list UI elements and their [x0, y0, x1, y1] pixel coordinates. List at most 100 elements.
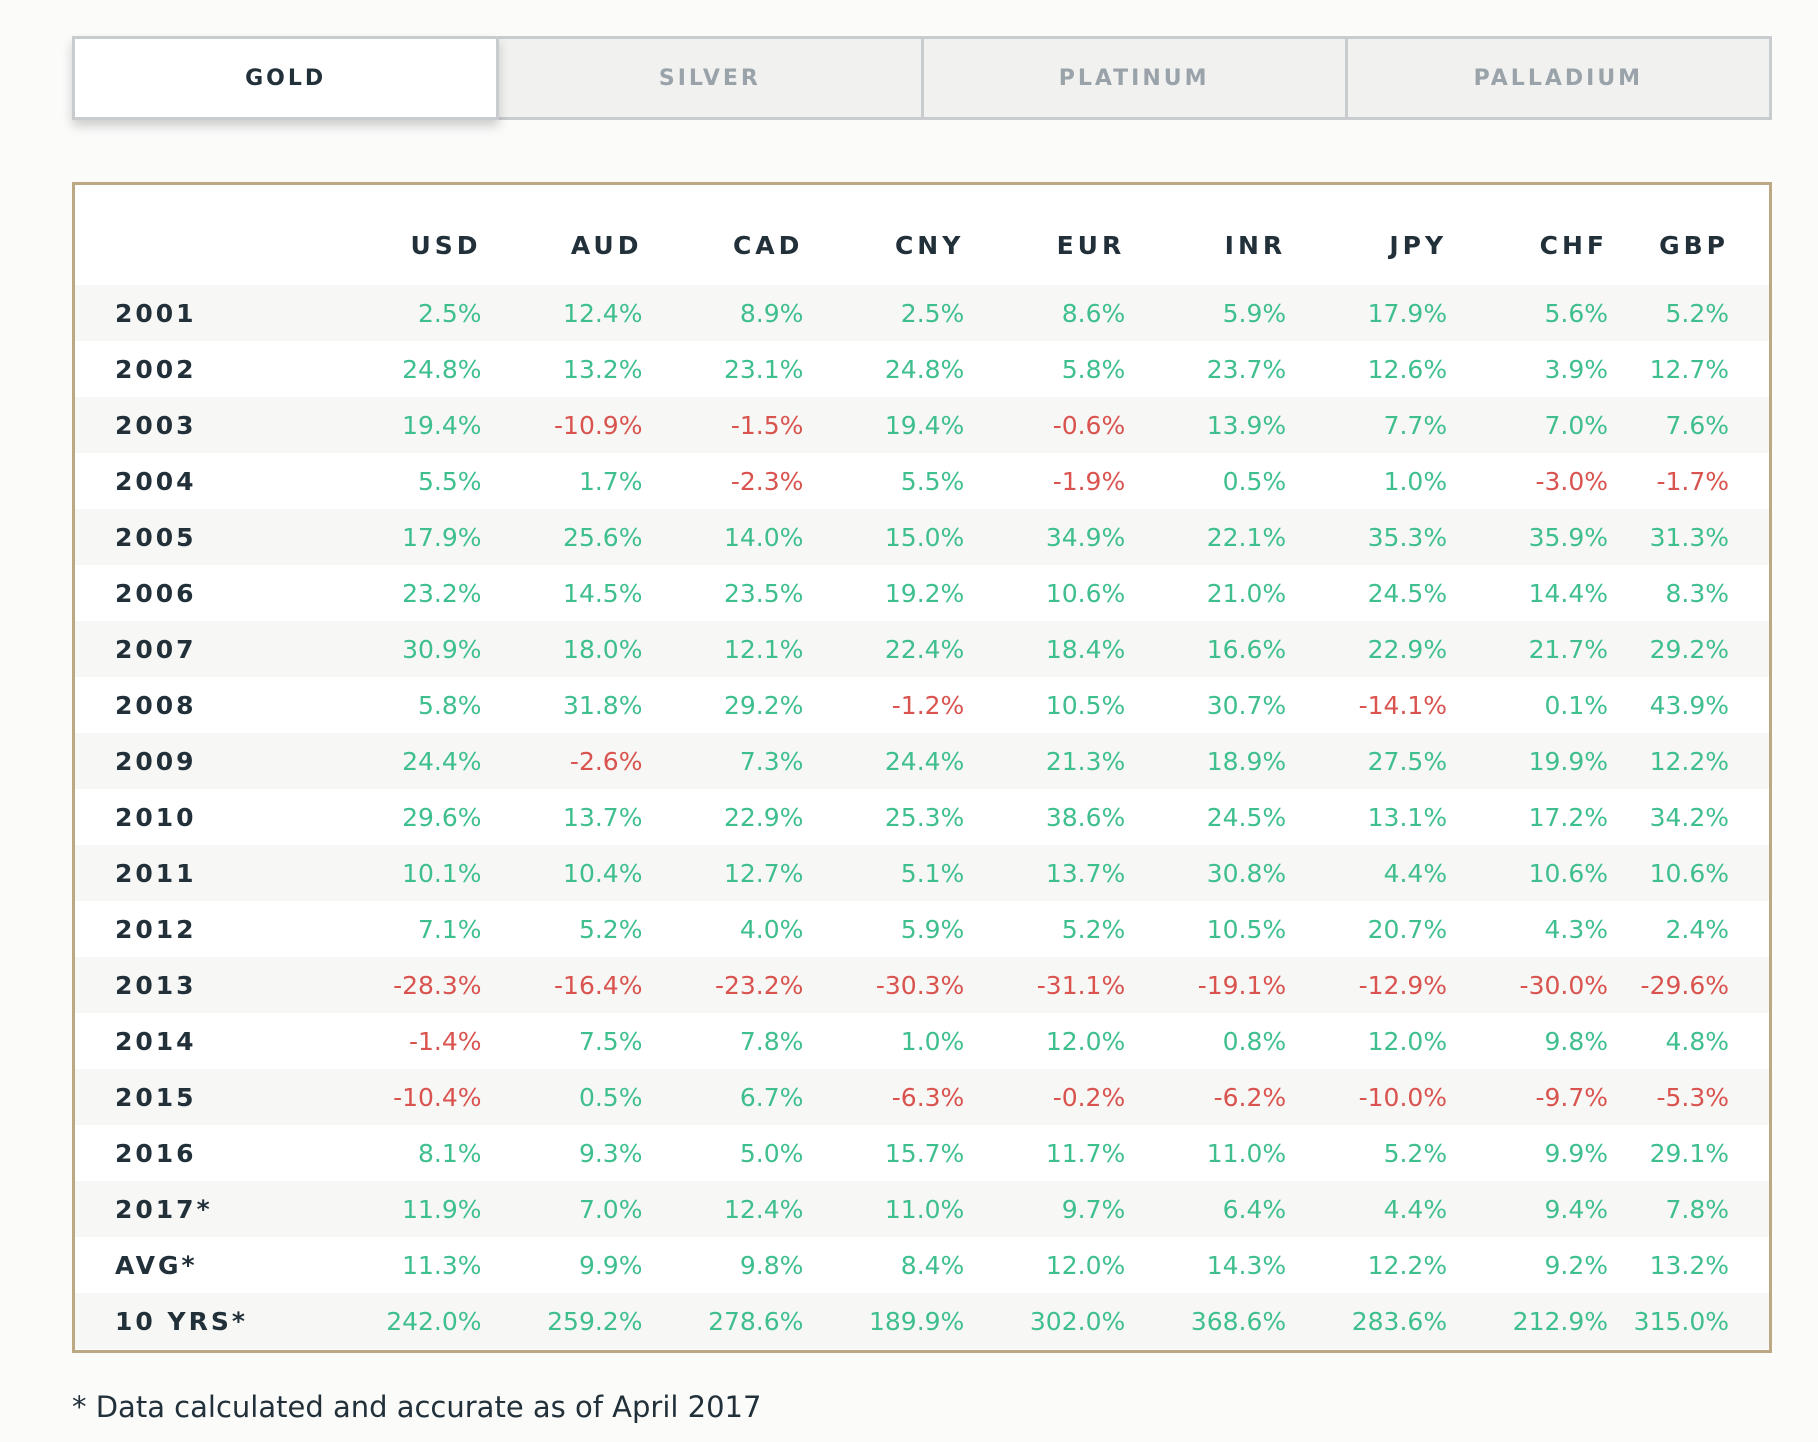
table-cell: 283.6% [1286, 1293, 1448, 1349]
row-label: AVG* [75, 1237, 321, 1293]
table-cell: 7.8% [642, 1013, 804, 1069]
table-cell: 16.6% [1125, 621, 1287, 677]
table-cell: 11.0% [803, 1181, 965, 1237]
table-cell: -2.6% [481, 733, 643, 789]
tab-palladium[interactable]: PALLADIUM [1473, 65, 1644, 91]
table-cell: 5.0% [642, 1125, 804, 1181]
table-cell: 19.4% [320, 397, 482, 453]
column-header-chf: CHF [1539, 230, 1608, 260]
table-cell: 14.0% [642, 509, 804, 565]
table-cell: 0.5% [481, 1069, 643, 1125]
table-cell: 18.9% [1125, 733, 1287, 789]
table-cell: -1.7% [1608, 453, 1769, 509]
table-cell: 22.4% [803, 621, 965, 677]
table-cell: -0.6% [964, 397, 1126, 453]
row-label: 2008 [75, 677, 321, 733]
row-label: 2006 [75, 565, 321, 621]
table-cell: 2.5% [803, 285, 965, 341]
table-cell: 17.2% [1447, 789, 1608, 845]
table-cell: 21.7% [1447, 621, 1608, 677]
table-cell: 10.6% [1447, 845, 1608, 901]
column-header-inr: INR [1224, 230, 1287, 260]
table-cell: 43.9% [1608, 677, 1769, 733]
table-cell: 10.1% [320, 845, 482, 901]
table-cell: 0.8% [1125, 1013, 1287, 1069]
table-cell: 14.3% [1125, 1237, 1287, 1293]
table-cell: 5.9% [1125, 285, 1287, 341]
table-cell: -10.0% [1286, 1069, 1448, 1125]
table-cell: 20.7% [1286, 901, 1448, 957]
returns-table: USD AUD CAD CNY EUR INR JPY CHF GBP 2001 2.5% 12.4… [75, 185, 1769, 1349]
table-cell: 21.0% [1125, 565, 1287, 621]
column-header-usd: USD [410, 230, 482, 260]
table-cell: 12.1% [642, 621, 804, 677]
table-cell: 10.5% [1125, 901, 1287, 957]
row-label: 2001 [75, 285, 321, 341]
table-cell: 29.2% [642, 677, 804, 733]
table-cell: 12.4% [481, 285, 643, 341]
table-cell: 12.7% [1608, 341, 1769, 397]
table-row: 2010 29.6% 13.7% 22.9% 25.3% 38.6% 24.5% 13.1% 1… [75, 789, 1769, 845]
table-cell: 17.9% [320, 509, 482, 565]
tab-platinum[interactable]: PLATINUM [924, 39, 1348, 117]
table-cell: 12.2% [1286, 1237, 1448, 1293]
table-cell: 11.9% [320, 1181, 482, 1237]
table-cell: 35.9% [1447, 509, 1608, 565]
column-header-jpy: JPY [1389, 230, 1448, 260]
table-cell: -30.3% [803, 957, 965, 1013]
table-cell: 34.2% [1608, 789, 1769, 845]
metal-tabs: GOLD SILVER PLATINUM PALLADIUM [72, 36, 1772, 120]
table-row: 2002 24.8% 13.2% 23.1% 24.8% 5.8% 23.7% 12.6% 3.… [75, 341, 1769, 397]
table-cell: 23.5% [642, 565, 804, 621]
table-cell: 13.2% [481, 341, 643, 397]
table-cell: 5.2% [1608, 285, 1769, 341]
table-cell: 8.3% [1608, 565, 1769, 621]
table-cell: -1.2% [803, 677, 965, 733]
table-cell: 31.3% [1608, 509, 1769, 565]
table-cell: -28.3% [320, 957, 482, 1013]
table-cell: 17.9% [1286, 285, 1448, 341]
table-cell: -3.0% [1447, 453, 1608, 509]
table-cell: 9.2% [1447, 1237, 1608, 1293]
table-cell: 4.4% [1286, 1181, 1448, 1237]
table-cell: -19.1% [1125, 957, 1287, 1013]
table-cell: 24.5% [1286, 565, 1448, 621]
table-cell: -12.9% [1286, 957, 1448, 1013]
column-header-eur: EUR [1056, 230, 1126, 260]
row-label: 2007 [75, 621, 321, 677]
table-cell: 5.8% [320, 677, 482, 733]
table-cell: 5.5% [803, 453, 965, 509]
table-cell: -6.3% [803, 1069, 965, 1125]
table-row: 2011 10.1% 10.4% 12.7% 5.1% 13.7% 30.8% 4.4% 10.… [75, 845, 1769, 901]
table-cell: 22.9% [1286, 621, 1448, 677]
table-cell: 9.8% [642, 1237, 804, 1293]
table-row: 2004 5.5% 1.7% -2.3% 5.5% -1.9% 0.5% 1.0% -3.0% -… [75, 453, 1769, 509]
table-row: 2003 19.4% -10.9% -1.5% 19.4% -0.6% 13.9% 7.7% 7… [75, 397, 1769, 453]
table-row: 2013 -28.3% -16.4% -23.2% -30.3% -31.1% -19.1%… [75, 957, 1769, 1013]
table-cell: 12.7% [642, 845, 804, 901]
table-cell: 1.7% [481, 453, 643, 509]
table-cell: 35.3% [1286, 509, 1448, 565]
table-cell: 19.4% [803, 397, 965, 453]
table-cell: 2.5% [320, 285, 482, 341]
row-label: 2016 [75, 1125, 321, 1181]
table-cell: 4.4% [1286, 845, 1448, 901]
tab-gold[interactable]: GOLD [72, 36, 500, 120]
table-cell: 11.3% [320, 1237, 482, 1293]
table-cell: 189.9% [803, 1293, 965, 1349]
table-cell: 9.9% [481, 1237, 643, 1293]
table-cell: 13.9% [1125, 397, 1287, 453]
table-cell: 1.0% [803, 1013, 965, 1069]
tab-silver[interactable]: SILVER [499, 39, 924, 117]
table-row: 2016 8.1% 9.3% 5.0% 15.7% 11.7% 11.0% 5.2% 9.9% 2… [75, 1125, 1769, 1181]
row-label: 2015 [75, 1069, 321, 1125]
table-cell: 18.4% [964, 621, 1126, 677]
table-cell: 4.0% [642, 901, 804, 957]
table-cell: 6.4% [1125, 1181, 1287, 1237]
row-label: 2014 [75, 1013, 321, 1069]
table-cell: -14.1% [1286, 677, 1448, 733]
table-cell: 23.7% [1125, 341, 1287, 397]
row-label: 2003 [75, 397, 321, 453]
table-cell: 302.0% [964, 1293, 1126, 1349]
table-cell: -9.7% [1447, 1069, 1608, 1125]
